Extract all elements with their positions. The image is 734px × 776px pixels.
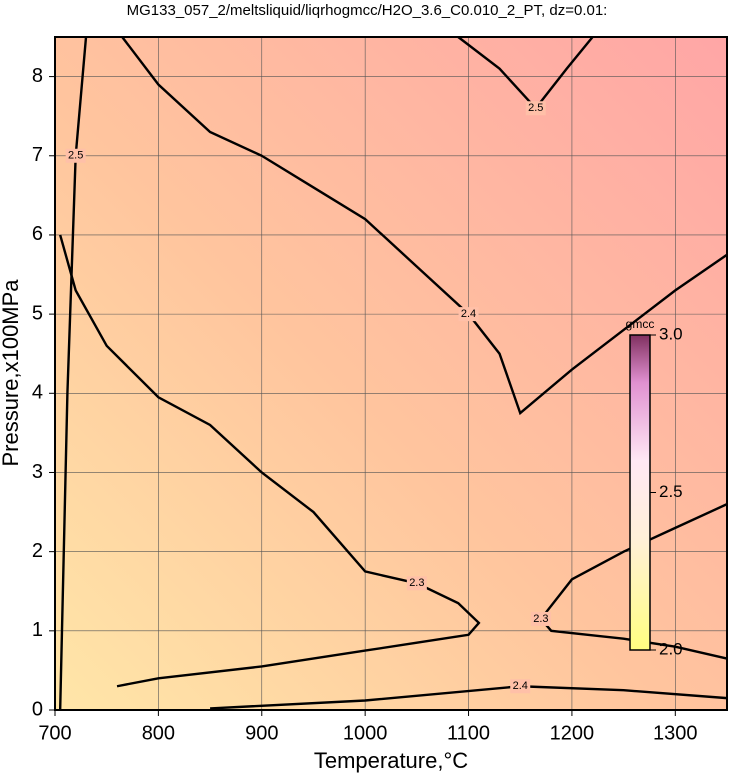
contour-line <box>121 36 728 416</box>
contour-label: 2.3 <box>409 577 424 589</box>
x-axis-label: Temperature,°C <box>314 748 468 773</box>
contour-label-bg <box>510 679 531 694</box>
y-tick-label: 8 <box>32 65 43 87</box>
x-tick-label: 1200 <box>550 722 595 744</box>
colorbar <box>629 334 651 651</box>
y-tick-label: 2 <box>32 540 43 562</box>
contour-label-bg <box>530 611 551 626</box>
contour-label: 2.4 <box>461 308 476 320</box>
contour-line <box>58 36 88 711</box>
y-tick-label: 0 <box>32 698 43 720</box>
colorbar-label: gmcc <box>626 317 655 331</box>
colorbar-tick-label: 2.0 <box>659 639 683 658</box>
x-tick-label: 700 <box>38 722 71 744</box>
contour-label: 2.3 <box>533 613 548 625</box>
plot-background <box>55 37 727 710</box>
contour-label-bg <box>406 576 427 591</box>
chart-title: MG133_057_2/meltsliquid/liqrhogmcc/H2O_3… <box>127 2 608 19</box>
x-tick-label: 1000 <box>343 722 388 744</box>
contour-label: 2.5 <box>528 102 543 114</box>
y-tick-label: 4 <box>32 382 43 404</box>
plot-frame <box>54 36 728 711</box>
contour-label-bg <box>65 148 86 163</box>
colorbar-tick-label: 2.5 <box>659 482 683 501</box>
contour-label-bg <box>458 307 479 322</box>
x-tick-label: 800 <box>142 722 175 744</box>
y-tick-label: 1 <box>32 619 43 641</box>
contour-label: 2.5 <box>68 150 83 162</box>
x-tick-label: 1100 <box>447 722 490 744</box>
y-tick-label: 6 <box>32 223 43 245</box>
y-tick-label: 7 <box>32 144 43 166</box>
x-tick-label: 1300 <box>653 722 698 744</box>
x-tick-label: 900 <box>245 722 278 744</box>
y-tick-label: 3 <box>32 461 43 483</box>
contour-label-bg <box>525 101 546 116</box>
y-axis-label: Pressure,x100MPa <box>0 279 23 467</box>
y-tick-label: 5 <box>32 302 43 324</box>
colorbar-tick-label: 3.0 <box>659 324 683 343</box>
contour-label: 2.4 <box>513 680 528 692</box>
